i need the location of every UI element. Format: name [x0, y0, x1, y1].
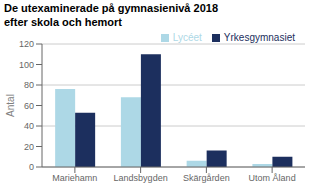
html-text:efter skola och hemort: efter skola och hemort	[4, 16, 122, 28]
svg-text:Skärgården: Skärgården	[183, 173, 230, 183]
svg-text:120: 120	[19, 39, 34, 49]
svg-text:Utom Åland: Utom Åland	[249, 173, 296, 183]
svg-text:Landsbygden: Landsbygden	[114, 173, 168, 183]
html-text:De utexaminerade på gymnasieni: De utexaminerade på gymnasienivå 2018	[4, 2, 218, 14]
html-text:Yrkesgymnasiet: Yrkesgymnasiet	[223, 32, 295, 43]
svg-text:80: 80	[24, 80, 34, 90]
svg-text:60: 60	[24, 101, 34, 111]
svg-text:Mariehamn: Mariehamn	[52, 173, 97, 183]
html-text:Lycéet: Lycéet	[172, 32, 202, 43]
svg-text:Antal: Antal	[5, 94, 16, 117]
svg-text:20: 20	[24, 142, 34, 152]
svg-text:40: 40	[24, 121, 34, 131]
svg-text:100: 100	[19, 60, 34, 70]
svg-text:0: 0	[29, 162, 34, 172]
